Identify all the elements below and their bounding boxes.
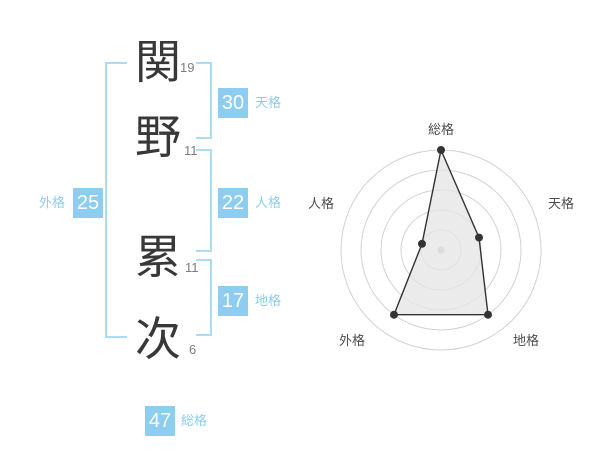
- stroke-count-3: 11: [185, 260, 199, 275]
- chikaku-value-badge: 17: [218, 286, 248, 316]
- soukaku-value-badge: 47: [145, 406, 175, 436]
- gaikaku-label: 外格: [39, 195, 66, 210]
- tenkaku-value-badge: 30: [218, 88, 248, 118]
- jinkaku-label: 人格: [255, 195, 282, 210]
- soukaku-label: 総格: [181, 413, 208, 428]
- radar-data-point: [437, 146, 445, 154]
- tenkaku-bracket: [196, 62, 212, 139]
- chikaku-label: 地格: [255, 293, 282, 308]
- axis-label-soukaku: 総格: [428, 122, 454, 137]
- tenkaku-label: 天格: [255, 95, 282, 110]
- name-char-3: 累: [135, 231, 181, 283]
- radar-data-point: [475, 233, 483, 242]
- radar-points: [390, 146, 492, 319]
- axis-label-tenkaku: 天格: [548, 196, 574, 211]
- axis-label-chikaku: 地格: [513, 333, 539, 348]
- name-char-2: 野: [135, 111, 181, 163]
- radar-polygon: [392, 147, 489, 316]
- radar-data-point: [484, 310, 492, 319]
- axis-label-jinkaku: 人格: [308, 196, 334, 211]
- name-char-4: 次: [135, 313, 181, 365]
- gaikaku-bracket: [105, 62, 127, 338]
- stroke-count-2: 11: [184, 143, 198, 158]
- gaikaku-value-badge: 25: [73, 188, 103, 218]
- radar-data-point: [390, 310, 398, 319]
- jinkaku-bracket: [196, 149, 212, 252]
- stroke-count-4: 6: [189, 342, 197, 357]
- jinkaku-value-badge: 22: [218, 188, 248, 218]
- radar-chart: 総格 天格 地格 外格 人格: [308, 122, 574, 351]
- name-char-1: 関: [135, 36, 181, 88]
- axis-label-gaikaku: 外格: [339, 333, 365, 348]
- chikaku-bracket: [196, 259, 212, 336]
- radar-data-point: [418, 239, 426, 248]
- stroke-count-1: 19: [180, 60, 195, 75]
